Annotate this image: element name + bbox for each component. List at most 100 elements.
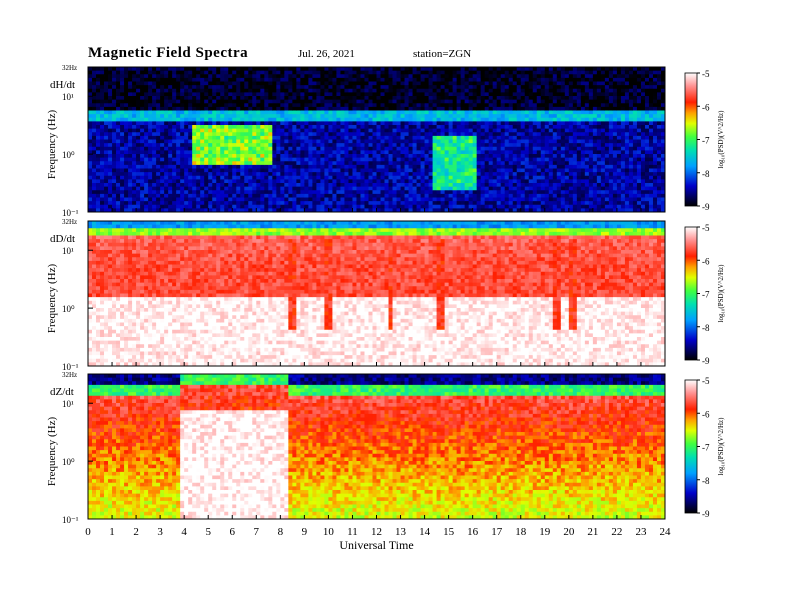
spectrogram-cell xyxy=(372,146,377,151)
spectrogram-cell xyxy=(108,201,113,206)
spectrogram-cell xyxy=(116,88,121,93)
spectrogram-cell xyxy=(472,106,478,111)
spectrogram-cell xyxy=(420,175,425,180)
spectrogram-cell xyxy=(372,193,377,198)
spectrogram-cell xyxy=(140,146,145,151)
spectrogram-cell xyxy=(316,164,321,169)
spectrogram-cell xyxy=(224,132,229,137)
spectrogram-cell xyxy=(388,70,393,75)
spectrogram-cell xyxy=(212,125,217,130)
spectrogram-cell xyxy=(508,204,514,209)
spectrogram-cell xyxy=(532,88,538,93)
spectrogram-cell xyxy=(556,70,562,75)
spectrogram-cell xyxy=(168,175,173,180)
spectrogram-cell xyxy=(276,168,281,173)
spectrogram-cell xyxy=(188,157,193,162)
spectrogram-cell xyxy=(280,190,285,195)
spectrogram-cell xyxy=(172,201,177,206)
spectrogram-cell xyxy=(568,99,574,104)
spectrogram-cell xyxy=(448,154,454,159)
spectrogram-cell xyxy=(552,117,558,122)
spectrogram-cell xyxy=(196,193,201,198)
spectrogram-cell xyxy=(528,132,534,137)
spectrogram-cell xyxy=(408,135,413,140)
spectrogram-cell xyxy=(200,128,205,133)
spectrogram-cell xyxy=(336,150,341,155)
spectrogram-cell xyxy=(124,125,129,130)
spectrogram-cell xyxy=(168,77,173,82)
spectrogram-cell xyxy=(220,164,225,169)
spectrogram-cell xyxy=(200,85,205,90)
spectrogram-cell xyxy=(412,157,417,162)
spectrogram-cell xyxy=(156,186,161,191)
spectrogram-cell xyxy=(376,179,381,184)
spectrogram-cell xyxy=(312,74,317,79)
spectrogram-cell xyxy=(576,77,582,82)
spectrogram-cell xyxy=(192,88,197,93)
spectrogram-cell xyxy=(444,85,450,90)
spectrogram-cell xyxy=(336,135,341,140)
spectrogram-cell xyxy=(356,125,361,130)
spectrogram-cell xyxy=(584,96,590,101)
spectrogram-cell xyxy=(220,121,225,126)
spectrogram-cell xyxy=(156,110,161,115)
spectrogram-cell xyxy=(232,70,237,75)
spectrogram-cell xyxy=(140,77,145,82)
spectrogram-cell xyxy=(324,67,329,72)
spectrogram-cell xyxy=(140,164,145,169)
spectrogram-cell xyxy=(528,70,534,75)
spectrogram-cell xyxy=(424,146,429,151)
spectrogram-cell xyxy=(464,85,470,90)
spectrogram-cell xyxy=(300,96,305,101)
spectrogram-cell xyxy=(384,106,389,111)
spectrogram-cell xyxy=(464,103,470,108)
station-label: station=ZGN xyxy=(413,48,472,60)
spectrogram-cell xyxy=(332,128,337,133)
spectrogram-cell xyxy=(272,186,277,191)
spectrogram-cell xyxy=(312,117,317,122)
spectrogram-cell xyxy=(496,154,502,159)
spectrogram-cell xyxy=(392,96,397,101)
spectrogram-cell xyxy=(448,139,454,144)
spectrogram-cell xyxy=(528,193,534,198)
spectrogram-cell xyxy=(116,128,121,133)
spectrogram-cell xyxy=(148,121,153,126)
spectrogram-cell xyxy=(340,77,345,82)
spectrogram-cell xyxy=(292,70,297,75)
spectrogram-cell xyxy=(540,183,546,188)
spectrogram-cell xyxy=(508,179,514,184)
spectrogram-cell xyxy=(204,99,209,104)
spectrogram-cell xyxy=(180,85,185,90)
spectrogram-cell xyxy=(492,154,498,159)
spectrogram-cell xyxy=(500,154,506,159)
spectrogram-cell xyxy=(184,132,189,137)
spectrogram-cell xyxy=(152,67,157,72)
spectrogram-cell xyxy=(204,67,209,72)
spectrogram-cell xyxy=(232,96,237,101)
spectrogram-cell xyxy=(476,135,482,140)
spectrogram-cell xyxy=(140,193,145,198)
spectrogram-cell xyxy=(364,157,369,162)
spectrogram-cell xyxy=(552,132,558,137)
spectrogram-cell xyxy=(192,168,197,173)
spectrogram-cell xyxy=(480,201,486,206)
spectrogram-cell xyxy=(572,106,578,111)
spectrogram-cell xyxy=(540,106,546,111)
spectrogram-cell xyxy=(432,110,438,115)
spectrogram-cell xyxy=(468,146,474,151)
spectrogram-cell xyxy=(140,197,145,202)
spectrogram-cell xyxy=(252,143,257,148)
spectrogram-cell xyxy=(324,106,329,111)
spectrogram-cell xyxy=(156,135,161,140)
spectrogram-cell xyxy=(92,85,97,90)
spectrogram-cell xyxy=(548,208,554,213)
spectrogram-cell xyxy=(388,132,393,137)
spectrogram-cell xyxy=(484,99,490,104)
spectrogram-cell xyxy=(412,204,417,209)
spectrogram-cell xyxy=(160,154,165,159)
spectrogram-cell xyxy=(188,125,193,130)
spectrogram-cell xyxy=(308,150,313,155)
spectrogram-cell xyxy=(220,67,225,72)
spectrogram-cell xyxy=(132,183,137,188)
spectrogram-cell xyxy=(220,70,225,75)
